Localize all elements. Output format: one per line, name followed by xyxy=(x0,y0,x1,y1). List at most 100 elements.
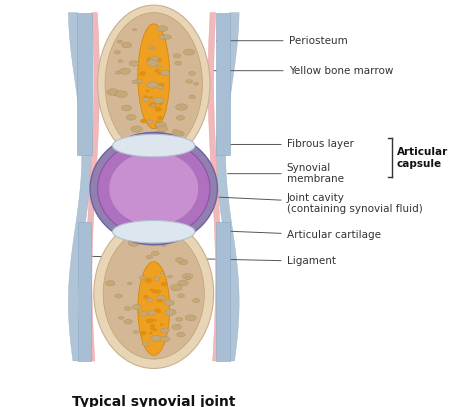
Ellipse shape xyxy=(185,315,196,321)
Ellipse shape xyxy=(139,71,146,76)
Ellipse shape xyxy=(118,60,123,63)
Ellipse shape xyxy=(148,318,155,323)
Ellipse shape xyxy=(153,319,157,322)
Ellipse shape xyxy=(159,35,168,39)
Ellipse shape xyxy=(156,66,161,68)
Ellipse shape xyxy=(157,58,162,62)
Polygon shape xyxy=(77,13,92,155)
Ellipse shape xyxy=(146,319,152,323)
Ellipse shape xyxy=(128,240,140,246)
Ellipse shape xyxy=(189,95,195,98)
Ellipse shape xyxy=(172,324,182,330)
Ellipse shape xyxy=(106,281,115,286)
Ellipse shape xyxy=(132,80,138,83)
Ellipse shape xyxy=(177,332,185,337)
Ellipse shape xyxy=(157,72,162,75)
Ellipse shape xyxy=(164,300,174,306)
Ellipse shape xyxy=(90,133,218,245)
Ellipse shape xyxy=(185,277,191,280)
Ellipse shape xyxy=(156,97,164,102)
Text: Articular cartilage: Articular cartilage xyxy=(217,230,381,241)
Ellipse shape xyxy=(149,102,157,107)
Ellipse shape xyxy=(157,126,168,132)
Ellipse shape xyxy=(150,327,156,331)
Polygon shape xyxy=(216,13,230,155)
Ellipse shape xyxy=(131,126,143,132)
Ellipse shape xyxy=(132,304,142,310)
Ellipse shape xyxy=(154,97,161,102)
Ellipse shape xyxy=(94,219,214,368)
Ellipse shape xyxy=(145,278,152,283)
Polygon shape xyxy=(216,222,230,361)
Ellipse shape xyxy=(147,60,159,66)
Ellipse shape xyxy=(151,251,159,256)
Ellipse shape xyxy=(149,46,153,49)
Ellipse shape xyxy=(139,312,147,316)
Ellipse shape xyxy=(155,122,166,128)
Ellipse shape xyxy=(129,61,139,66)
Text: Periosteum: Periosteum xyxy=(217,36,347,46)
Ellipse shape xyxy=(173,54,181,58)
Ellipse shape xyxy=(154,123,162,128)
Ellipse shape xyxy=(124,319,132,324)
Ellipse shape xyxy=(155,120,160,123)
Ellipse shape xyxy=(149,288,154,291)
Ellipse shape xyxy=(138,24,170,129)
Ellipse shape xyxy=(150,57,159,61)
Ellipse shape xyxy=(161,70,170,76)
Ellipse shape xyxy=(170,284,182,291)
Ellipse shape xyxy=(114,50,120,54)
Ellipse shape xyxy=(151,104,156,107)
Ellipse shape xyxy=(98,5,210,162)
Ellipse shape xyxy=(119,68,130,74)
Ellipse shape xyxy=(138,262,170,355)
Ellipse shape xyxy=(146,57,155,62)
Text: Ligament: Ligament xyxy=(82,256,336,266)
Ellipse shape xyxy=(140,119,147,123)
Ellipse shape xyxy=(112,221,195,243)
Ellipse shape xyxy=(117,40,122,43)
Ellipse shape xyxy=(156,298,163,302)
Ellipse shape xyxy=(142,342,149,346)
Ellipse shape xyxy=(192,298,200,302)
Ellipse shape xyxy=(161,282,168,287)
Ellipse shape xyxy=(154,131,164,136)
Ellipse shape xyxy=(146,120,153,123)
Ellipse shape xyxy=(149,96,153,99)
Ellipse shape xyxy=(146,255,153,259)
Ellipse shape xyxy=(148,311,156,315)
Ellipse shape xyxy=(118,316,124,319)
Ellipse shape xyxy=(126,114,136,120)
Ellipse shape xyxy=(146,90,149,92)
Ellipse shape xyxy=(158,102,163,105)
Text: Articular
capsule: Articular capsule xyxy=(396,147,448,168)
Ellipse shape xyxy=(157,83,164,88)
Ellipse shape xyxy=(146,298,153,302)
Ellipse shape xyxy=(114,93,118,96)
Ellipse shape xyxy=(173,129,178,132)
Ellipse shape xyxy=(122,42,132,48)
Ellipse shape xyxy=(176,317,183,321)
Ellipse shape xyxy=(154,277,160,280)
Ellipse shape xyxy=(156,141,168,148)
Ellipse shape xyxy=(112,134,195,157)
Ellipse shape xyxy=(150,324,155,328)
Ellipse shape xyxy=(135,79,142,83)
Polygon shape xyxy=(86,13,100,361)
Ellipse shape xyxy=(153,97,164,103)
Ellipse shape xyxy=(152,289,158,294)
Ellipse shape xyxy=(147,82,158,88)
Ellipse shape xyxy=(149,332,153,335)
Ellipse shape xyxy=(183,49,195,55)
Polygon shape xyxy=(216,13,239,361)
Ellipse shape xyxy=(174,61,182,65)
Ellipse shape xyxy=(167,276,172,278)
Ellipse shape xyxy=(156,310,161,313)
Ellipse shape xyxy=(160,336,170,342)
Ellipse shape xyxy=(178,280,188,286)
Ellipse shape xyxy=(172,131,183,137)
Ellipse shape xyxy=(116,91,128,97)
Ellipse shape xyxy=(143,295,149,299)
Ellipse shape xyxy=(155,308,161,312)
Ellipse shape xyxy=(160,323,164,326)
